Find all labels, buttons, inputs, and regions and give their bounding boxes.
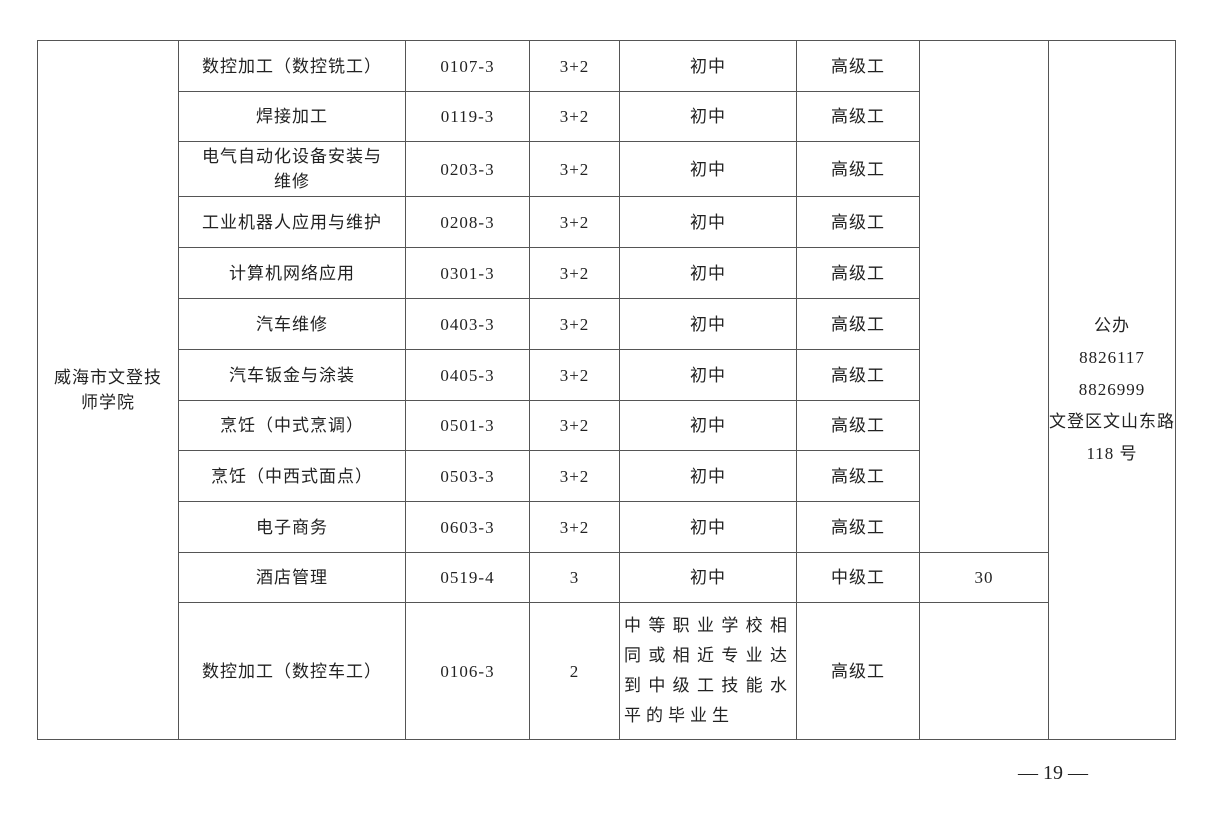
study-years: 3+2 bbox=[529, 349, 620, 401]
training-level: 高级工 bbox=[796, 91, 920, 142]
training-level: 高级工 bbox=[796, 298, 920, 350]
major-name: 电气自动化设备安装与维修 bbox=[178, 141, 406, 197]
study-years: 3+2 bbox=[529, 91, 620, 142]
major-name: 烹饪（中式烹调） bbox=[178, 400, 406, 451]
quota-cell bbox=[919, 602, 1049, 740]
admission-requirement: 初中 bbox=[619, 552, 797, 603]
admission-requirement: 初中 bbox=[619, 91, 797, 142]
table-row: 数控加工（数控车工） 0106-3 2 中等职业学校相同或相近专业达到中级工技能水平的… bbox=[38, 602, 1176, 740]
admission-requirement: 初中 bbox=[619, 196, 797, 248]
training-level: 高级工 bbox=[796, 501, 920, 553]
admission-requirement: 初中 bbox=[619, 400, 797, 451]
table-row: 焊接加工 0119-3 3+2 初中 高级工 bbox=[38, 91, 1176, 142]
training-level: 高级工 bbox=[796, 602, 920, 740]
study-years: 3+2 bbox=[529, 501, 620, 553]
major-code: 0405-3 bbox=[405, 349, 530, 401]
admission-requirement: 初中 bbox=[619, 501, 797, 553]
table-row: 汽车钣金与涂装 0405-3 3+2 初中 高级工 bbox=[38, 349, 1176, 401]
admission-requirement: 初中 bbox=[619, 450, 797, 502]
admission-requirement: 初中 bbox=[619, 349, 797, 401]
study-years: 2 bbox=[529, 602, 620, 740]
enrollment-table: 威海市文登技师学院 数控加工（数控铣工） 0107-3 3+2 初中 高级工 公办 88261… bbox=[37, 40, 1176, 740]
major-name: 计算机网络应用 bbox=[178, 247, 406, 299]
major-name: 酒店管理 bbox=[178, 552, 406, 603]
training-level: 高级工 bbox=[796, 400, 920, 451]
address: 文登区文山东路 118 号 bbox=[1049, 412, 1175, 463]
major-code: 0501-3 bbox=[405, 400, 530, 451]
major-name: 数控加工（数控车工） bbox=[178, 602, 406, 740]
major-name: 汽车维修 bbox=[178, 298, 406, 350]
phone-number: 8826117 bbox=[1079, 348, 1145, 367]
study-years: 3+2 bbox=[529, 141, 620, 197]
training-level: 高级工 bbox=[796, 450, 920, 502]
study-years: 3+2 bbox=[529, 196, 620, 248]
major-code: 0208-3 bbox=[405, 196, 530, 248]
major-code: 0503-3 bbox=[405, 450, 530, 502]
training-level: 高级工 bbox=[796, 247, 920, 299]
major-name: 工业机器人应用与维护 bbox=[178, 196, 406, 248]
study-years: 3+2 bbox=[529, 450, 620, 502]
page-number: — 19 — bbox=[1018, 762, 1088, 784]
school-name: 威海市文登技师学院 bbox=[37, 40, 179, 740]
training-level: 高级工 bbox=[796, 196, 920, 248]
training-level: 高级工 bbox=[796, 141, 920, 197]
quota-cell: 30 bbox=[919, 552, 1049, 603]
major-name: 电子商务 bbox=[178, 501, 406, 553]
training-level: 高级工 bbox=[796, 40, 920, 92]
major-name: 汽车钣金与涂装 bbox=[178, 349, 406, 401]
major-name: 烹饪（中西式面点） bbox=[178, 450, 406, 502]
admission-requirement: 初中 bbox=[619, 298, 797, 350]
major-code: 0119-3 bbox=[405, 91, 530, 142]
table-row: 威海市文登技师学院 数控加工（数控铣工） 0107-3 3+2 初中 高级工 公办 88261… bbox=[37, 40, 1176, 740]
major-code: 0403-3 bbox=[405, 298, 530, 350]
table-row: 电子商务 0603-3 3+2 初中 高级工 bbox=[38, 501, 1176, 553]
table-row: 酒店管理 0519-4 3 初中 中级工 30 bbox=[38, 552, 1176, 603]
admission-requirement: 初中 bbox=[619, 247, 797, 299]
major-code: 0106-3 bbox=[405, 602, 530, 740]
major-code: 0107-3 bbox=[405, 40, 530, 92]
table-row: 汽车维修 0403-3 3+2 初中 高级工 bbox=[38, 298, 1176, 350]
table-row: 计算机网络应用 0301-3 3+2 初中 高级工 bbox=[38, 247, 1176, 299]
study-years: 3 bbox=[529, 552, 620, 603]
major-name: 数控加工（数控铣工） bbox=[178, 40, 406, 92]
major-code: 0603-3 bbox=[405, 501, 530, 553]
quota-cell bbox=[919, 40, 1049, 553]
major-code: 0519-4 bbox=[405, 552, 530, 603]
major-code: 0203-3 bbox=[405, 141, 530, 197]
admission-requirement: 初中 bbox=[619, 141, 797, 197]
admission-requirement: 中等职业学校相同或相近专业达到中级工技能水平的毕业生 bbox=[619, 602, 797, 740]
table-row: 烹饪（中式烹调） 0501-3 3+2 初中 高级工 bbox=[38, 400, 1176, 451]
study-years: 3+2 bbox=[529, 247, 620, 299]
training-level: 中级工 bbox=[796, 552, 920, 603]
admission-requirement: 初中 bbox=[619, 40, 797, 92]
major-code: 0301-3 bbox=[405, 247, 530, 299]
school-type: 公办 bbox=[1094, 316, 1130, 335]
major-name: 焊接加工 bbox=[178, 91, 406, 142]
study-years: 3+2 bbox=[529, 298, 620, 350]
training-level: 高级工 bbox=[796, 349, 920, 401]
phone-number: 8826999 bbox=[1078, 380, 1146, 399]
study-years: 3+2 bbox=[529, 40, 620, 92]
study-years: 3+2 bbox=[529, 400, 620, 451]
contact-info: 公办 8826117 8826999 文登区文山东路 118 号 bbox=[1048, 40, 1176, 740]
